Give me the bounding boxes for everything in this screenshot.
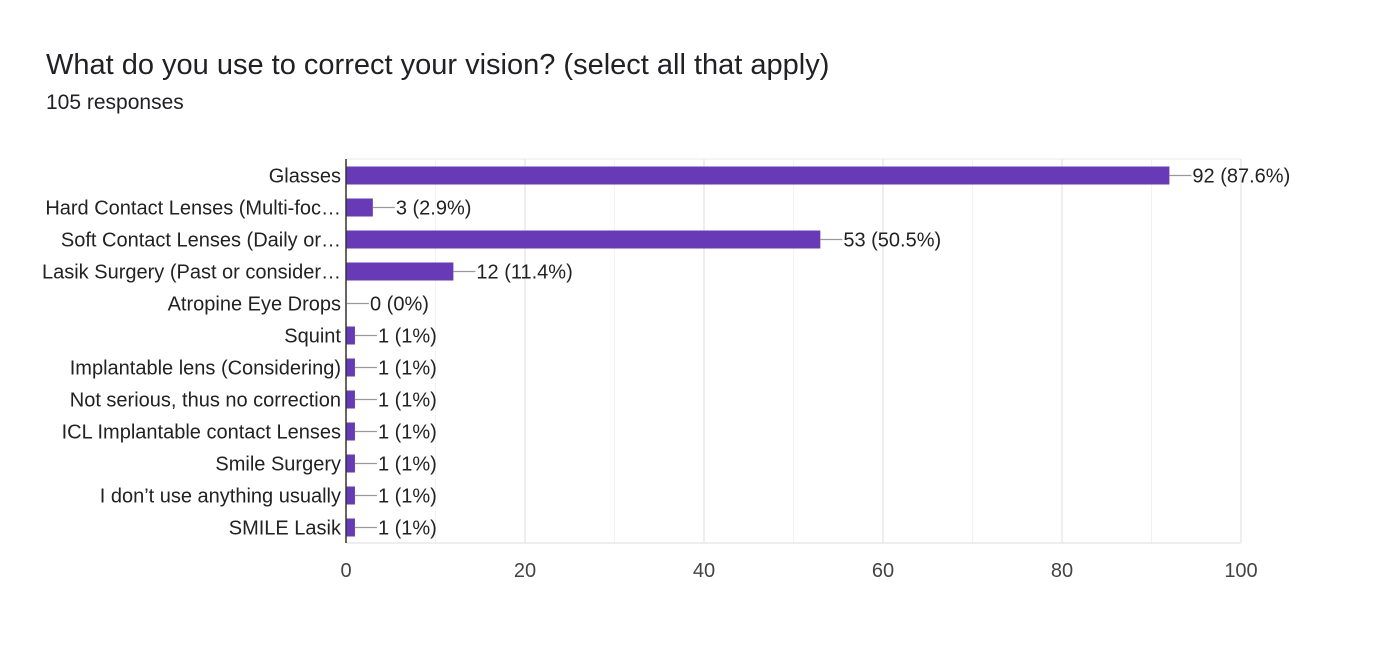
category-label: Smile Surgery [215, 454, 341, 476]
x-tick-label: 100 [1224, 560, 1257, 582]
bar [346, 422, 355, 441]
data-label: 12 (11.4%) [476, 262, 572, 284]
data-label: 1 (1%) [378, 358, 437, 380]
data-label: 1 (1%) [378, 390, 437, 412]
bar [346, 358, 355, 377]
x-tick-label: 40 [693, 560, 715, 582]
bar [346, 198, 373, 217]
x-tick-label: 0 [340, 560, 351, 582]
category-label: ICL Implantable contact Lenses [62, 422, 341, 444]
data-label: 1 (1%) [378, 486, 437, 508]
bar [346, 390, 355, 409]
x-tick-label: 80 [1051, 560, 1073, 582]
category-label: Lasik Surgery (Past or consider… [42, 262, 341, 284]
data-label: 1 (1%) [378, 422, 437, 444]
bar [346, 454, 355, 473]
bar [346, 326, 355, 345]
data-label: 1 (1%) [378, 454, 437, 476]
bar [346, 486, 355, 505]
category-label: I don’t use anything usually [100, 486, 341, 508]
category-label: Squint [284, 326, 341, 348]
response-count: 105 responses [46, 91, 184, 114]
x-tick-label: 20 [514, 560, 536, 582]
grid-lines [346, 158, 1242, 544]
category-label: Glasses [269, 166, 341, 188]
category-label: Hard Contact Lenses (Multi-foc… [45, 198, 341, 220]
chart-title: What do you use to correct your vision? … [46, 49, 830, 81]
bar [346, 262, 454, 281]
category-label: Not serious, thus no correction [70, 390, 341, 412]
category-label: SMILE Lasik [229, 518, 342, 540]
bar [346, 166, 1170, 185]
x-tick-label: 60 [872, 560, 894, 582]
data-label: 53 (50.5%) [843, 230, 941, 252]
category-label: Soft Contact Lenses (Daily or… [61, 230, 341, 252]
category-label: Atropine Eye Drops [168, 294, 341, 316]
data-label: 92 (87.6%) [1192, 166, 1290, 188]
bars [346, 166, 1170, 537]
data-label: 1 (1%) [378, 518, 437, 540]
data-label: 0 (0%) [370, 294, 429, 316]
data-label: 3 (2.9%) [396, 198, 472, 220]
labels: 0 20 40 60 80 100 Glasses 92 (87.6%) Hard Contac… [42, 159, 1290, 582]
category-label: Implantable lens (Considering) [70, 358, 341, 380]
data-label: 1 (1%) [378, 326, 437, 348]
bar [346, 230, 821, 249]
bar [346, 518, 355, 537]
chart-header: What do you use to correct your vision? … [46, 46, 829, 117]
